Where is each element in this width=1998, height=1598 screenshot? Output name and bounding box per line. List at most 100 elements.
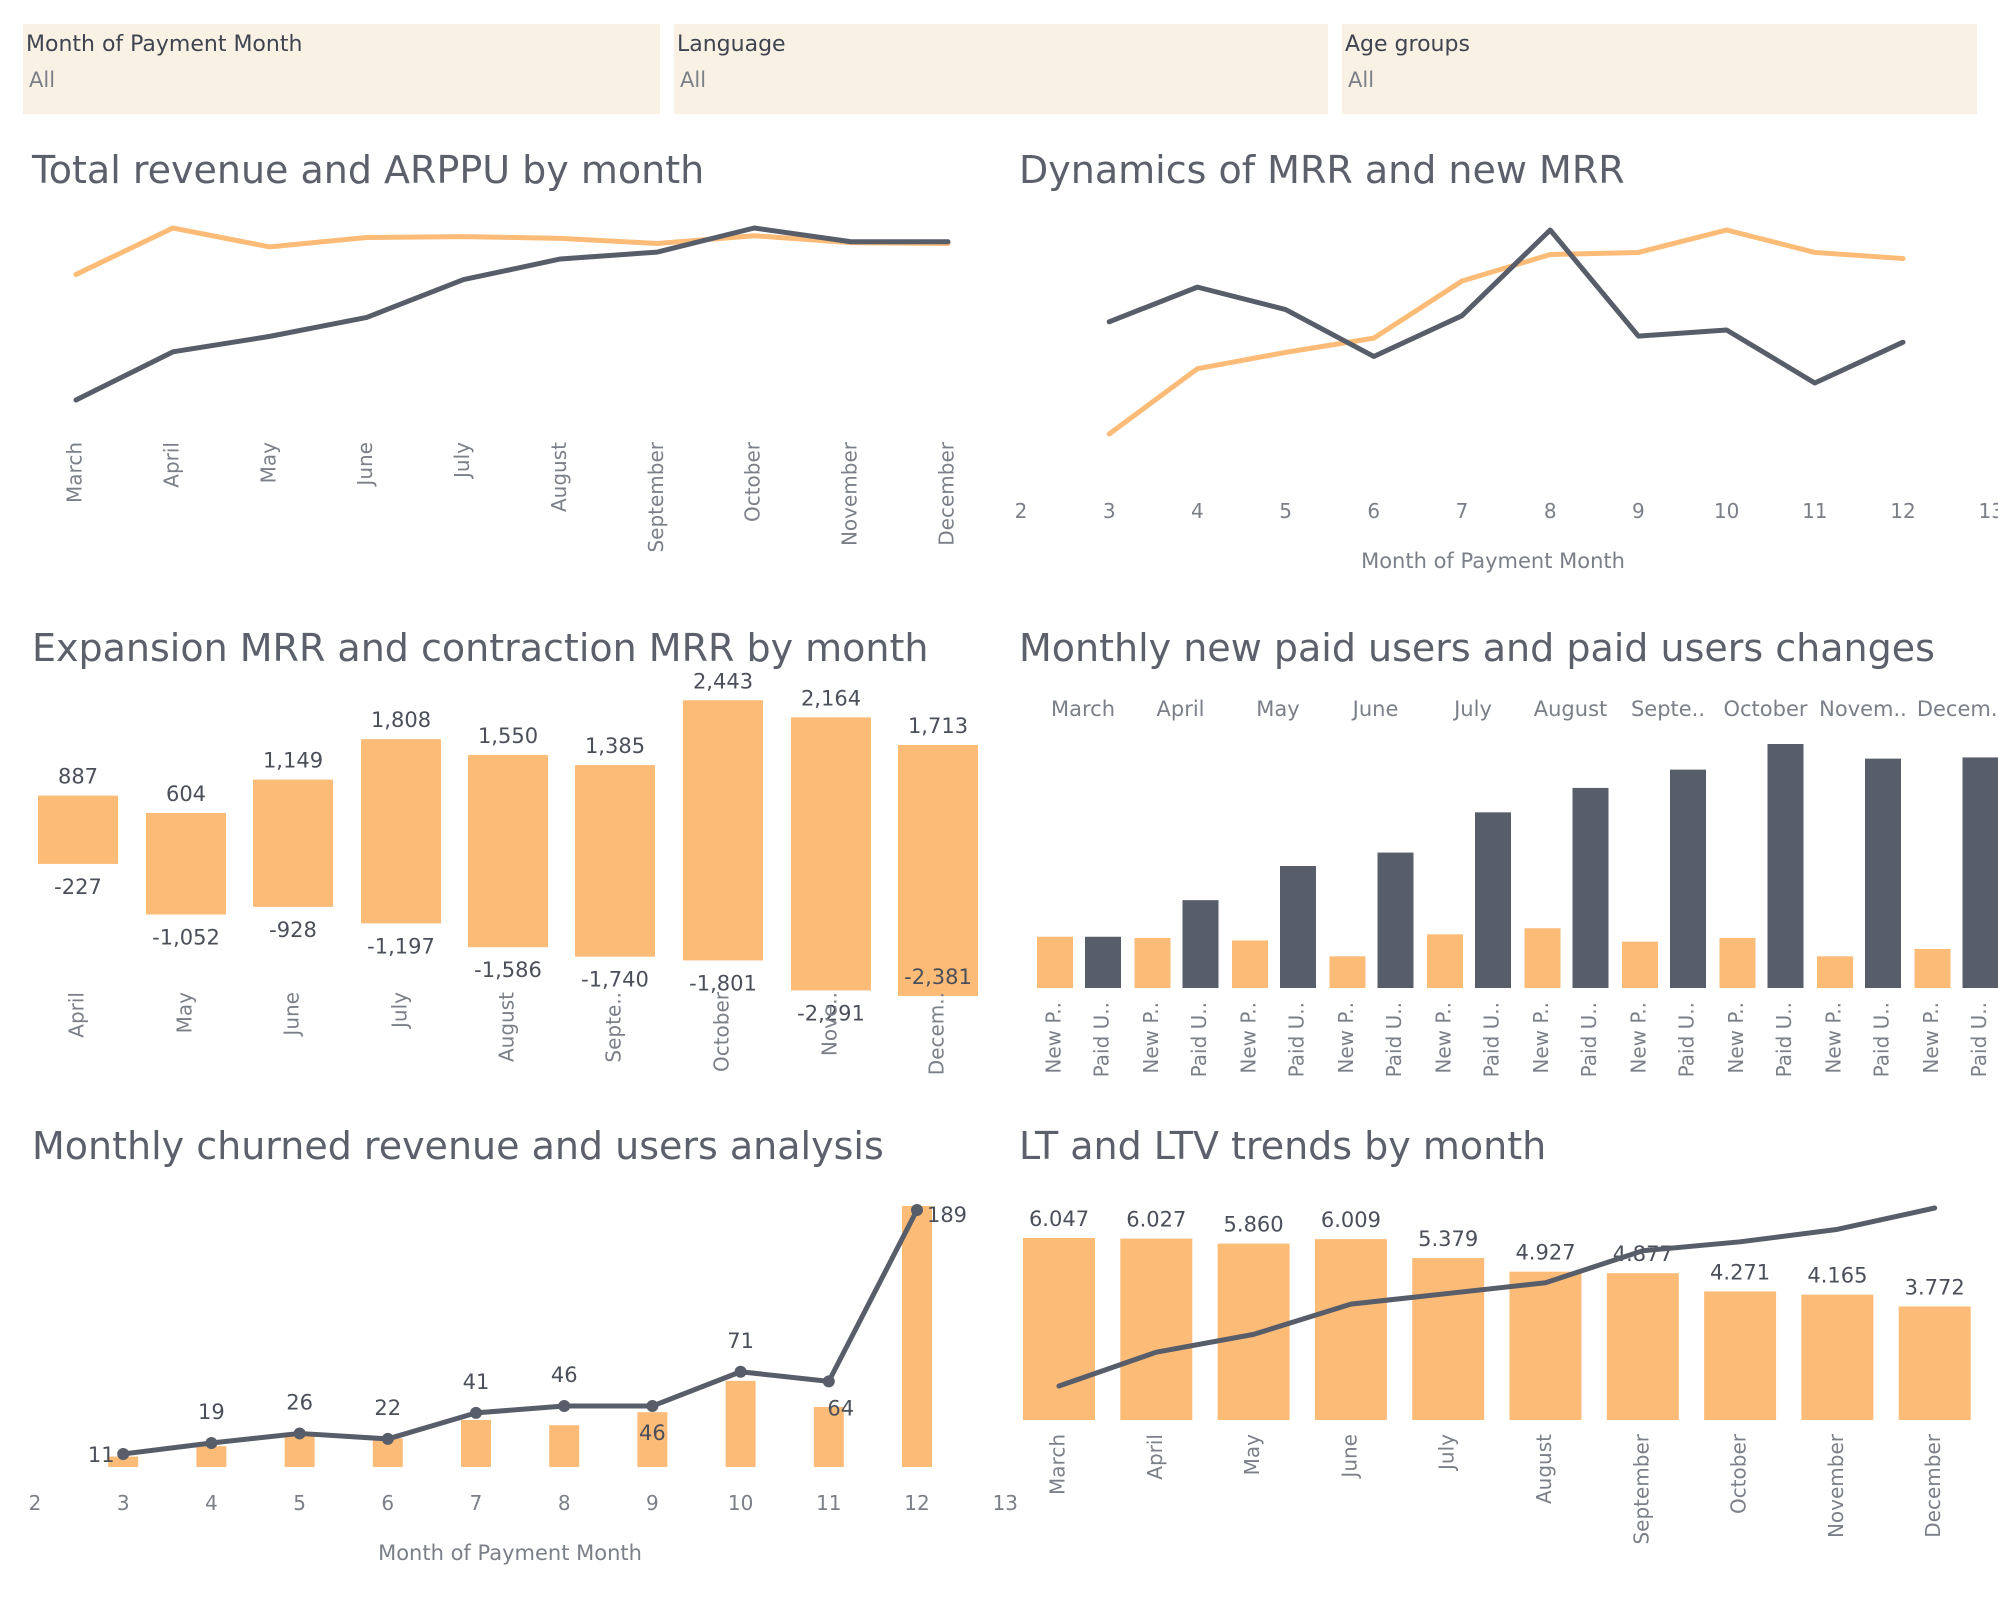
filter-language-value[interactable]: All: [680, 68, 707, 92]
month-header: June: [1351, 697, 1399, 721]
bar-new-paid-6: [1622, 941, 1658, 988]
bar-new-paid-5: [1524, 928, 1561, 988]
series-line-0: [73, 225, 951, 277]
bar-new-paid-3: [1329, 956, 1366, 988]
bar-7: [1704, 1291, 1777, 1420]
month-header: July: [1452, 697, 1492, 721]
series-line-1: [1106, 227, 1906, 386]
bar-7: [725, 1380, 756, 1467]
bar-6: [683, 700, 763, 961]
bar-label-contraction: -1,586: [474, 958, 542, 982]
x-tick-label: August: [495, 992, 519, 1062]
bar-paid-changes-5: [1572, 787, 1609, 988]
bar-3: [1314, 1239, 1387, 1420]
bar-label: 6.047: [1029, 1207, 1089, 1231]
filter-age-groups-value[interactable]: All: [1348, 68, 1375, 92]
bar-4: [461, 1420, 491, 1467]
x-tick-label: June: [353, 442, 377, 488]
bar-paid-changes-3: [1377, 852, 1414, 988]
bar-4: [1412, 1258, 1485, 1420]
bar-new-paid-9: [1914, 948, 1951, 988]
bar-label: 4.877: [1613, 1242, 1673, 1266]
bar-5: [1509, 1271, 1582, 1420]
filter-language[interactable]: Language All: [674, 24, 1328, 114]
x-axis-title: Month of Payment Month: [1361, 549, 1625, 573]
x-tick-label: Paid U..: [1967, 1002, 1991, 1077]
filter-month[interactable]: Month of Payment Month All: [23, 24, 660, 114]
bar-paid-changes-9: [1962, 757, 1998, 988]
line-point-0: [117, 1448, 130, 1460]
x-tick-label: Paid U..: [1772, 1002, 1796, 1077]
bar-8: [898, 744, 978, 996]
x-tick-label: March: [63, 442, 87, 503]
data-label: 19: [198, 1400, 225, 1424]
panel-title-expansion-contraction: Expansion MRR and contraction MRR by mon…: [32, 626, 929, 670]
x-tick-label: September: [644, 441, 668, 552]
x-tick-label: 7: [470, 1491, 483, 1515]
x-tick-label: November: [838, 441, 862, 546]
mrr-chart: 2 3 4 5 6 7 8 9 10 11 12 13 Month of Payment Month: [1015, 227, 1998, 573]
bar-label-contraction: -1,740: [581, 968, 649, 992]
bar-label-contraction: -2,381: [904, 965, 972, 989]
bar-paid-changes-6: [1670, 769, 1706, 988]
x-tick-label: July: [450, 442, 474, 480]
bar-0: [38, 795, 118, 864]
x-tick-label: New P..: [1529, 1002, 1553, 1074]
bar-label-expansion: 1,149: [263, 749, 323, 773]
line-point-6: [646, 1400, 659, 1413]
x-tick-label: Paid U..: [1870, 1002, 1894, 1077]
x-tick-label: Paid U..: [1187, 1002, 1211, 1077]
x-tick-label: June: [1337, 1434, 1361, 1480]
x-tick-label: New P..: [1139, 1002, 1163, 1074]
filter-month-value[interactable]: All: [29, 68, 56, 92]
bar-label-expansion: 1,808: [371, 708, 431, 732]
line-point-2: [293, 1427, 306, 1440]
x-tick-label: Paid U..: [1480, 1002, 1504, 1077]
x-tick-label: April: [1143, 1434, 1167, 1480]
panel-title-new-paid-users: Monthly new paid users and paid users ch…: [1019, 626, 1935, 670]
line-point-9: [911, 1204, 923, 1216]
x-tick-label: April: [65, 992, 89, 1038]
bar-paid-changes-1: [1182, 900, 1219, 988]
bar-label: 6.027: [1126, 1208, 1186, 1232]
bar-paid-changes-4: [1475, 812, 1511, 988]
new-paid-users-chart: March New P.. Paid U.. April New P.. Paid U..…: [1037, 697, 1998, 1077]
bar-1: [196, 1446, 227, 1467]
filter-age-groups[interactable]: Age groups All: [1342, 24, 1977, 114]
x-tick-label: 3: [1103, 499, 1116, 523]
bar-label: 4.165: [1807, 1264, 1867, 1288]
x-tick-label: Paid U..: [1090, 1002, 1114, 1077]
x-axis-title: Month of Payment Month: [378, 1541, 642, 1565]
bar-label-expansion: 1,713: [908, 714, 968, 738]
x-tick-label: July: [388, 992, 412, 1030]
data-label: 26: [286, 1390, 313, 1414]
bar-paid-changes-8: [1865, 758, 1901, 988]
x-tick-label: 9: [1632, 499, 1645, 523]
bar-new-paid-8: [1817, 956, 1853, 988]
revenue-arppu-chart: March April May June July August September Octo…: [63, 225, 959, 553]
bar-4: [468, 754, 548, 948]
x-tick-label: 6: [1367, 499, 1380, 523]
bar-label-contraction: -1,801: [689, 971, 757, 995]
bar-label-expansion: 604: [166, 782, 206, 806]
month-header: Decem..: [1917, 697, 1998, 721]
bar-label-expansion: 2,164: [801, 686, 861, 710]
line-point-8: [822, 1375, 835, 1388]
bar-label-expansion: 1,550: [478, 724, 538, 748]
bar-8: [813, 1406, 844, 1467]
series-line-0: [1106, 227, 1906, 437]
x-tick-label: May: [1240, 1434, 1264, 1476]
data-label: 41: [463, 1370, 490, 1394]
x-tick-label: 2: [29, 1491, 42, 1515]
x-tick-label: New P..: [1724, 1002, 1748, 1074]
x-tick-label: 13: [992, 1491, 1017, 1515]
month-header: April: [1157, 697, 1205, 721]
line-point-5: [558, 1400, 571, 1413]
x-tick-label: 2: [1015, 499, 1028, 523]
x-tick-label: Septe..: [602, 992, 626, 1063]
bar-1: [1120, 1238, 1193, 1420]
x-tick-label: New P..: [1334, 1002, 1358, 1074]
churned-chart: 11 19 26 22 41 46 46 71 64 189 2 3 4 5 6 7 8 9 10 11 12 13 Mon…: [29, 1203, 1018, 1565]
x-tick-label: 8: [1544, 499, 1557, 523]
bar-label: 3.772: [1905, 1275, 1965, 1299]
